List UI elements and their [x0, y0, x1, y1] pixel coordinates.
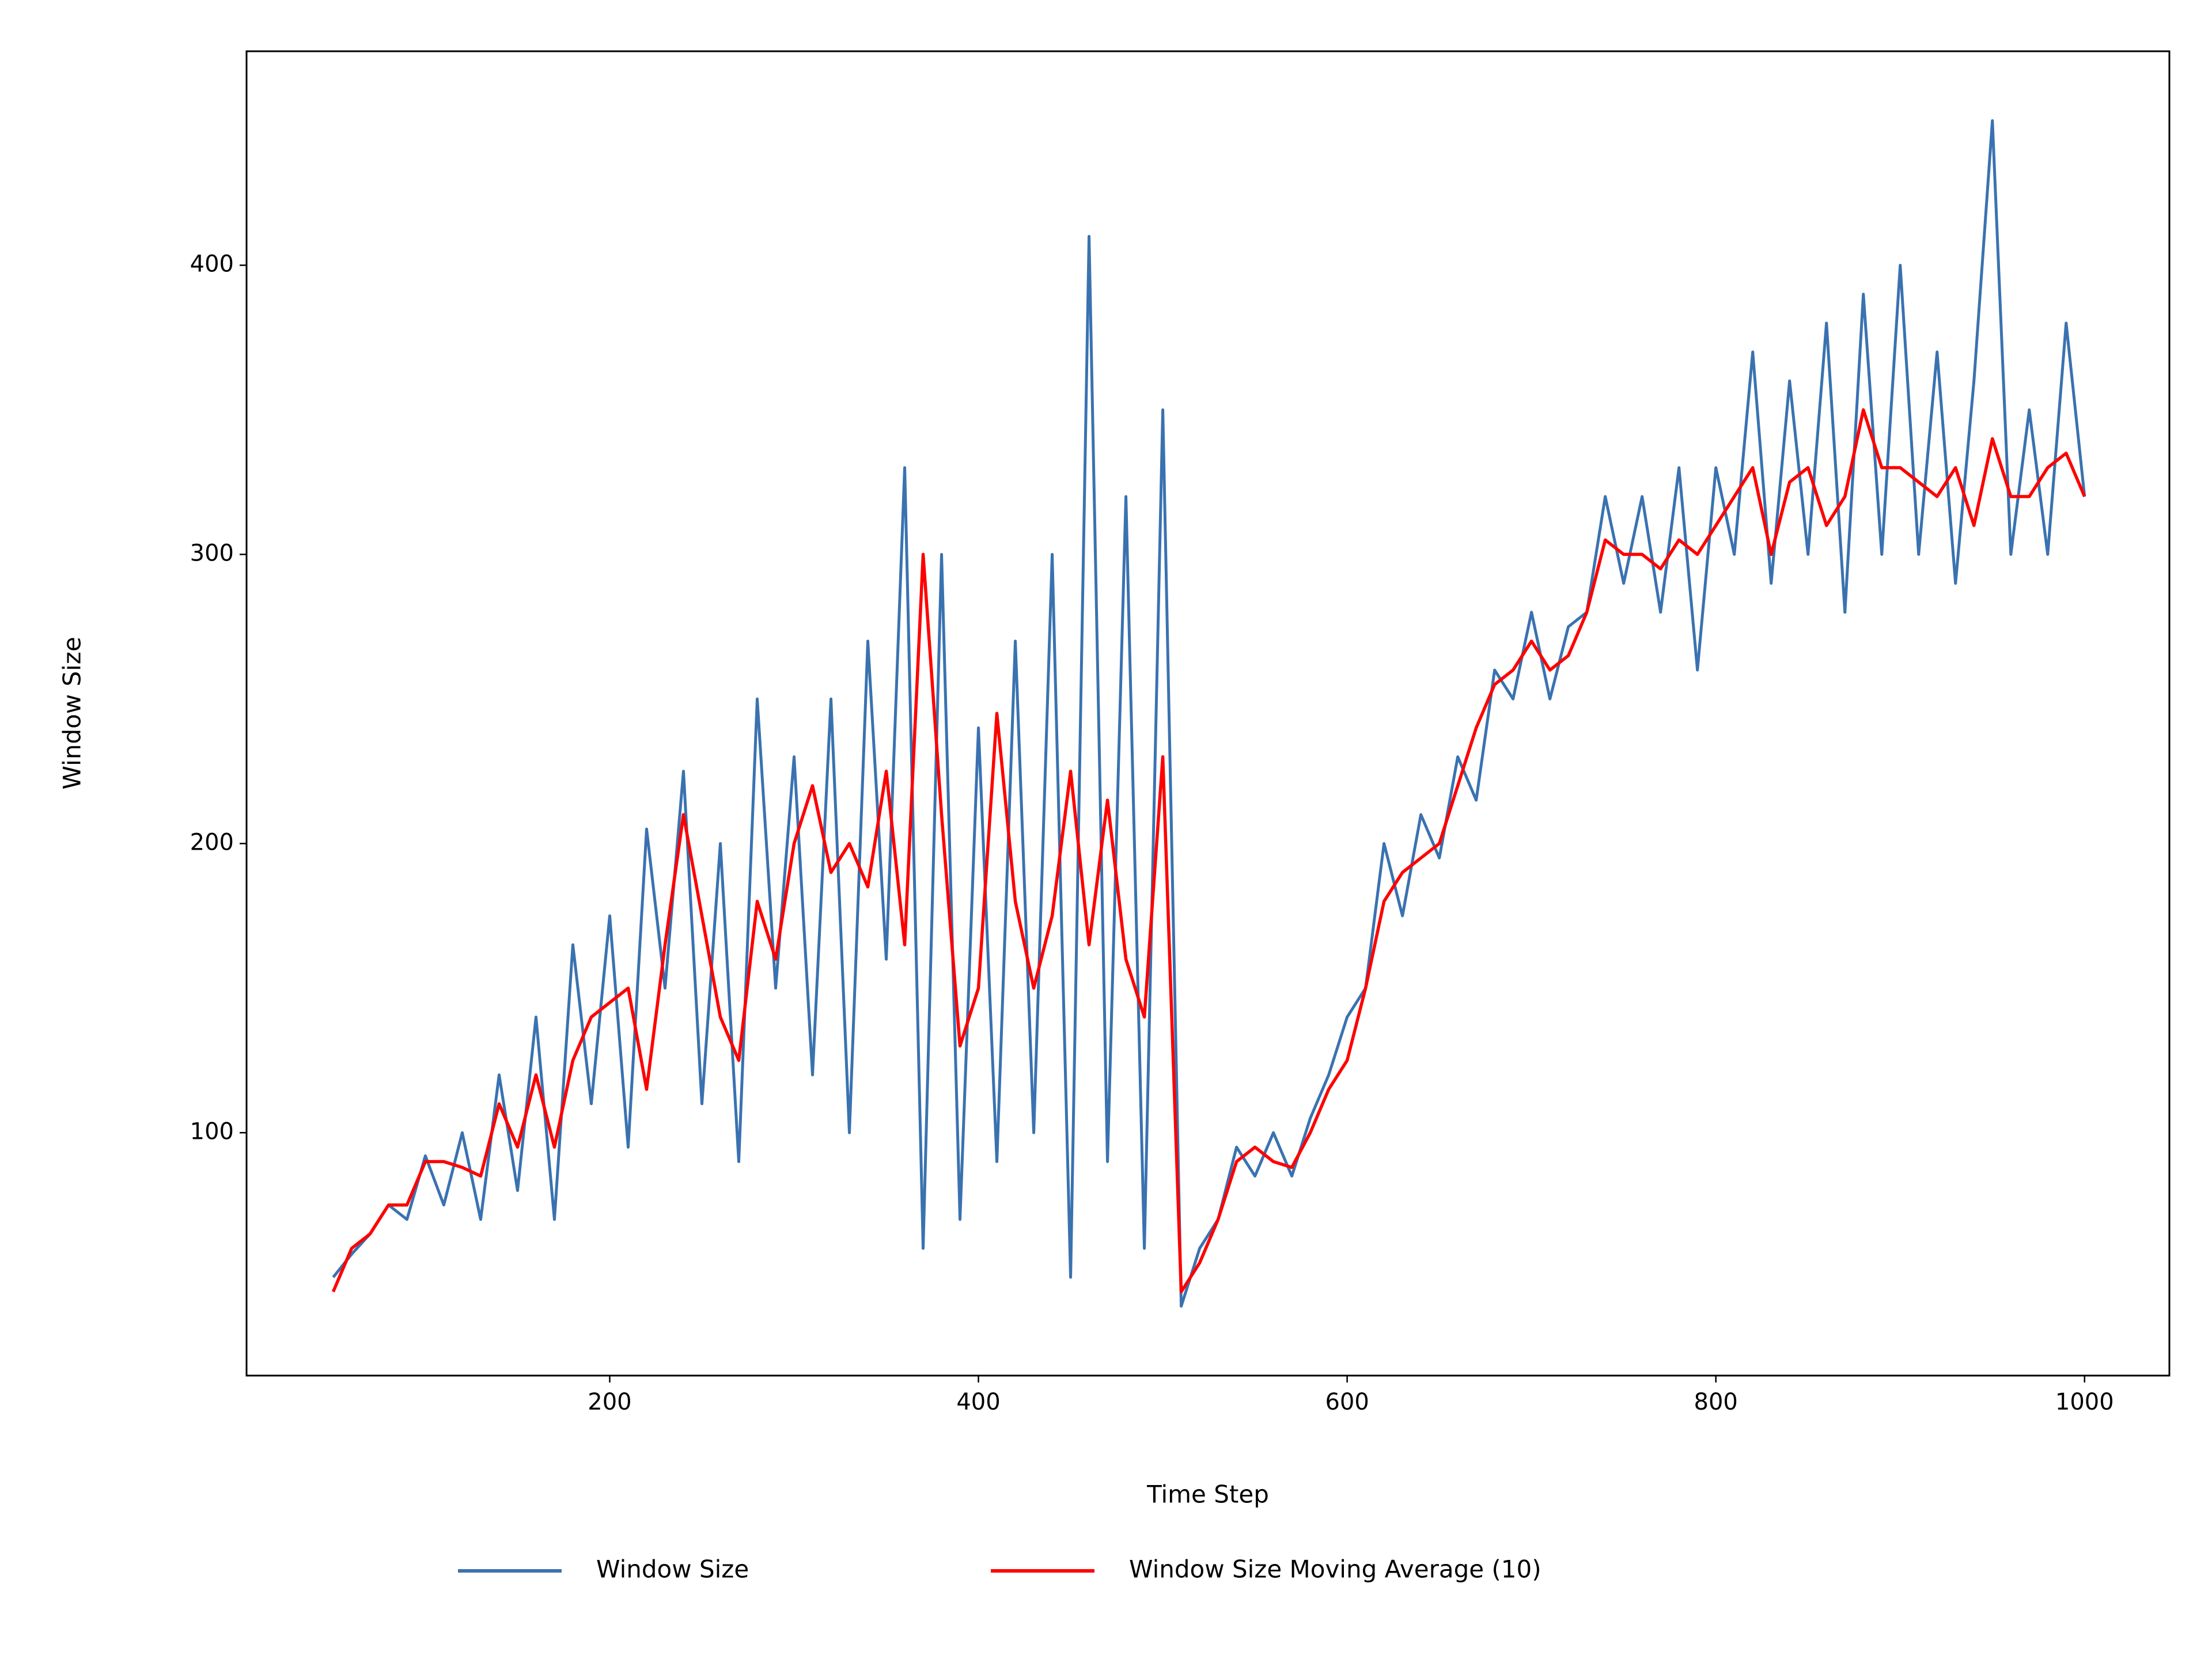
y-tick-label: 100 — [190, 1118, 234, 1145]
y-tick-label: 200 — [190, 829, 234, 855]
y-axis-label: Window Size — [58, 637, 86, 789]
series-line — [332, 119, 2086, 1308]
x-axis-label: Time Step — [1146, 1480, 1269, 1509]
x-tick-label: 200 — [588, 1389, 631, 1415]
y-tick-label: 400 — [190, 251, 234, 277]
x-tick-label: 1000 — [2055, 1389, 2114, 1415]
x-tick-label: 400 — [956, 1389, 1000, 1415]
x-tick-label: 800 — [1694, 1389, 1738, 1415]
x-tick-label: 600 — [1325, 1389, 1369, 1415]
plot-frame — [245, 50, 2171, 1377]
y-tick-label: 300 — [190, 540, 234, 566]
legend-label: Window Size — [596, 1555, 749, 1584]
series-line — [331, 408, 2086, 1294]
legend-label: Window Size Moving Average (10) — [1129, 1555, 1541, 1584]
